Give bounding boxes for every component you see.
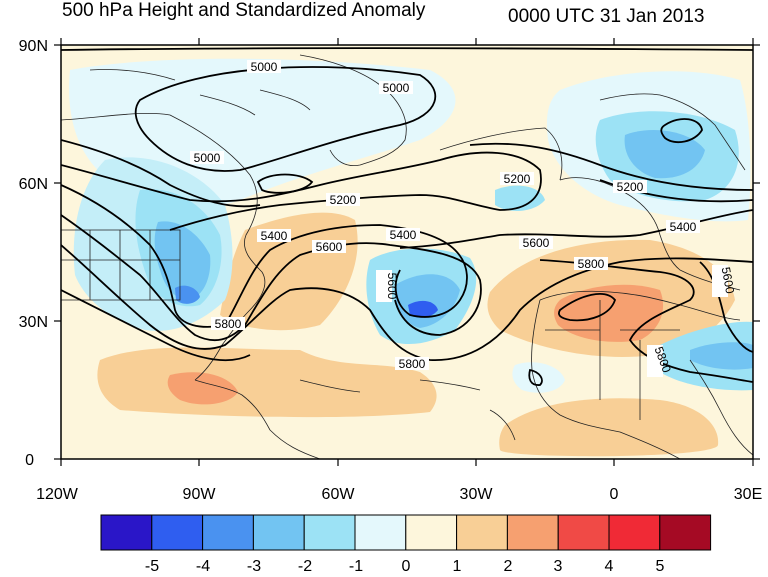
colorbar-labels: -5 -4 -3 -2 -1 0 1 2 3 4 5 [145,558,665,575]
svg-text:5000: 5000 [383,81,410,95]
contour-label: 5400 [386,228,420,242]
svg-text:5400: 5400 [261,229,288,243]
positive-anomaly-shading [97,212,735,457]
contour-label: 5000 [247,60,281,74]
contour-labels: 5000 5000 5000 5200 5200 5200 5400 5400 … [190,60,737,377]
colorbar-label: 5 [656,558,665,575]
contour-label: 5400 [666,220,700,234]
svg-text:5800: 5800 [399,357,426,371]
colorbar-label: 3 [554,558,563,575]
contour-label: 5200 [326,193,360,207]
lon-label: 120W [36,486,79,503]
colorbar-label: 2 [504,558,513,575]
svg-text:5600: 5600 [385,273,399,300]
negative-anomaly-shading [69,58,753,393]
colorbar-box [456,514,508,551]
colorbar-label: -2 [298,558,312,575]
lon-label: 90W [183,486,217,503]
colorbar-label: -1 [349,558,363,575]
map-panel: 5000 5000 5000 5200 5200 5200 5400 5400 … [61,45,753,459]
valid-time-title: 0000 UTC 31 Jan 2013 [508,6,705,27]
svg-text:5200: 5200 [617,180,644,194]
colorbar [100,514,712,551]
contour-label: 5000 [190,151,224,165]
contour-label: 5800 [395,357,429,371]
colorbar-label: -4 [196,558,210,575]
colorbar-box [354,514,407,551]
svg-text:5200: 5200 [504,172,531,186]
svg-text:5600: 5600 [316,240,343,254]
lon-label: 60W [322,486,356,503]
contour-label: 5600 [376,270,399,302]
svg-text:5600: 5600 [523,236,550,250]
lat-label: 90N [19,38,48,55]
svg-text:5000: 5000 [194,151,221,165]
lat-labels: 90N 60N 30N 0 [19,38,48,469]
colorbar-box [303,514,356,551]
svg-text:5800: 5800 [215,317,242,331]
colorbar-label: 1 [453,558,462,575]
lon-label: 0 [610,486,619,503]
lat-label: 0 [25,452,34,469]
svg-text:5800: 5800 [578,257,605,271]
contour-label: 5200 [500,172,534,186]
colorbar-label: -3 [247,558,261,575]
contour-label: 5600 [712,265,737,297]
colorbar-label: 4 [605,558,614,575]
height-contours [61,47,753,386]
contour-label: 5600 [312,240,346,254]
colorbar-box [151,514,204,551]
coastlines [61,54,753,459]
lon-labels: 120W 90W 60W 30W 0 30E [36,486,762,503]
svg-text:5400: 5400 [390,228,417,242]
lat-label: 30N [19,314,48,331]
lon-label: 30W [460,486,494,503]
colorbar-box [100,514,153,551]
colorbar-box [659,514,712,551]
map-frame [60,44,754,460]
svg-text:5400: 5400 [670,220,697,234]
contour-label: 5800 [574,257,608,271]
lat-ticks [54,44,760,460]
svg-text:5200: 5200 [330,193,357,207]
colorbar-box [405,514,458,551]
colorbar-box [506,514,559,551]
colorbar-box [252,514,305,551]
lat-label: 60N [19,176,48,193]
contour-label: 5000 [379,81,413,95]
contour-label: 5800 [647,345,674,377]
colorbar-box [608,514,661,551]
svg-text:5000: 5000 [251,60,278,74]
lon-label: 30E [734,486,762,503]
colorbar-label: 0 [402,558,411,575]
contour-label: 5800 [211,317,245,331]
contour-label: 5400 [257,229,291,243]
contour-label: 5600 [519,236,553,250]
colorbar-label: -5 [145,558,159,575]
contour-label: 5200 [613,180,647,194]
colorbar-box [557,514,610,551]
colorbar-box [202,514,254,551]
lon-ticks [60,38,754,466]
svg-text:5600: 5600 [719,266,737,295]
map-title: 500 hPa Height and Standardized Anomaly [62,0,426,21]
